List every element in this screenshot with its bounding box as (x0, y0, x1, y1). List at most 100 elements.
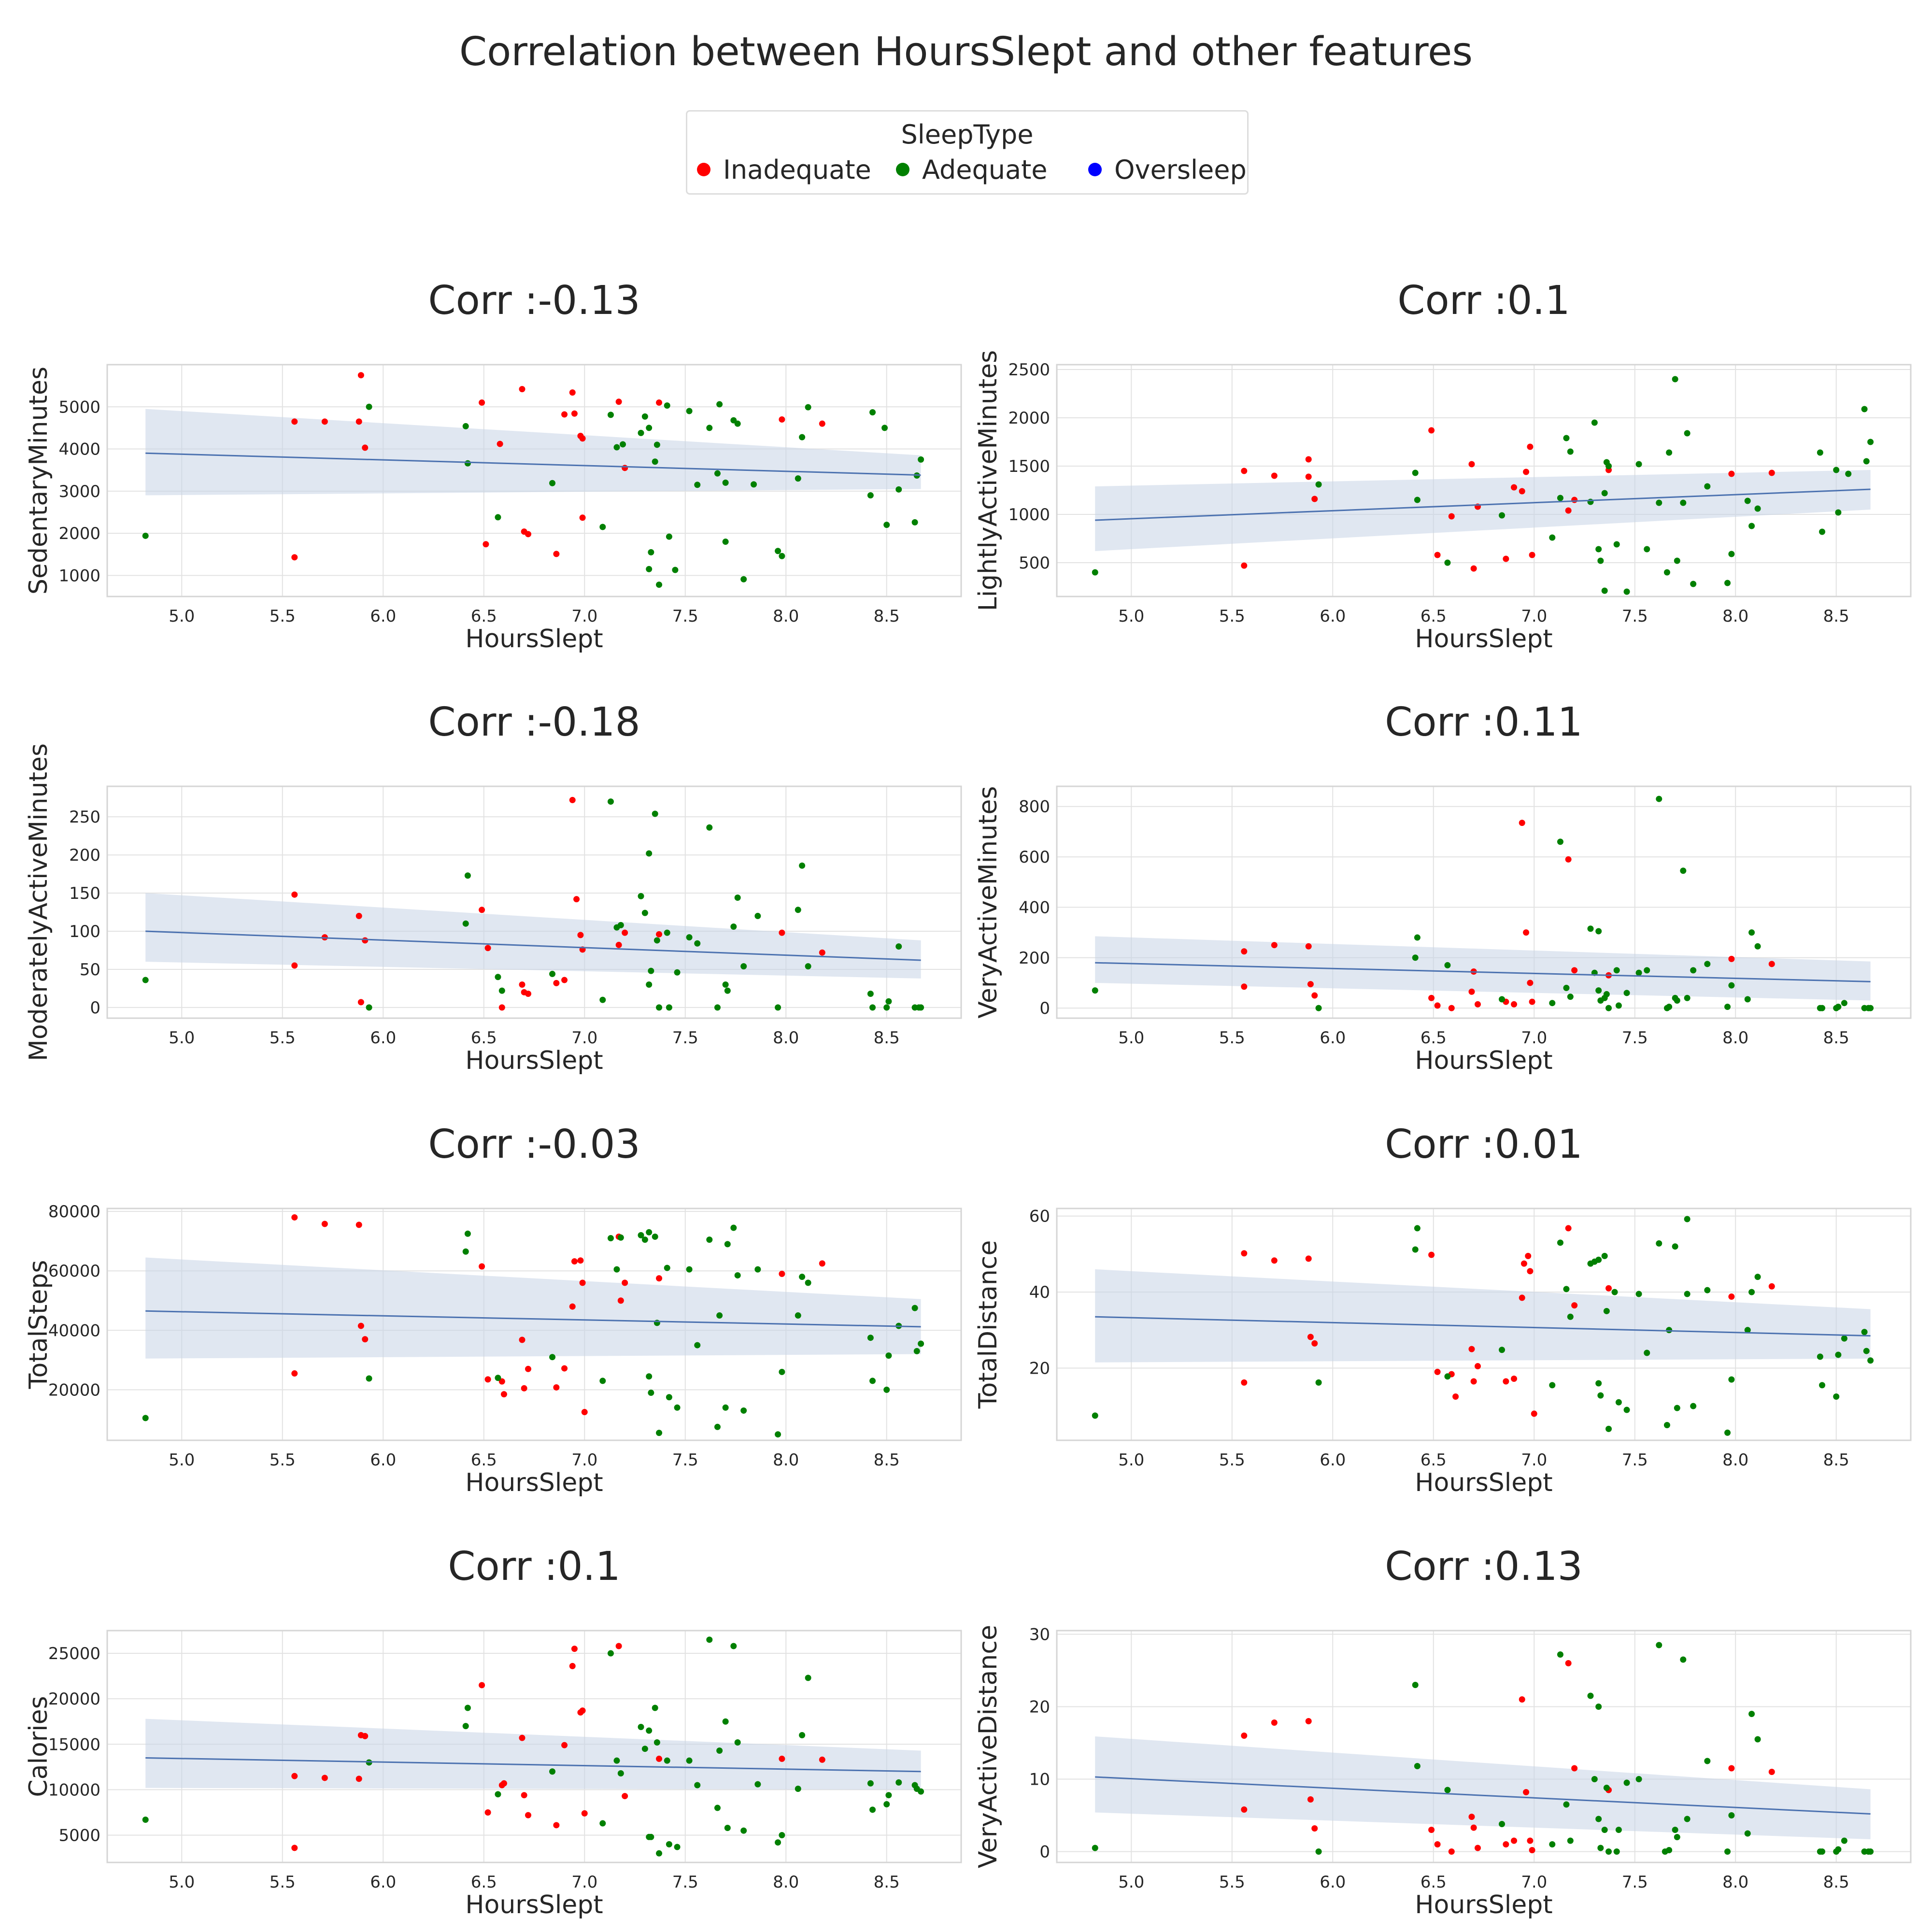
point-adequate (617, 922, 624, 928)
point-inadequate (362, 444, 369, 451)
point-inadequate (1241, 1806, 1248, 1813)
point-inadequate (321, 1221, 328, 1227)
point-inadequate (615, 941, 622, 948)
point-adequate (674, 969, 681, 976)
y-tick-label: 80000 (48, 1202, 100, 1222)
chart-3: 5.0 5.5 6.0 6.5 7.0 7.5 8.0 8.5 0 50 100 150 200 250 H… (24, 699, 962, 1075)
point-adequate (1444, 1373, 1451, 1380)
point-adequate (734, 420, 741, 427)
x-tick-label: 7.5 (672, 607, 698, 626)
point-inadequate (1305, 473, 1312, 480)
point-adequate (1597, 557, 1604, 564)
point-inadequate (291, 418, 298, 425)
y-tick-label: 5000 (58, 398, 100, 417)
point-adequate (724, 1824, 731, 1831)
point-inadequate (1470, 565, 1477, 572)
legend: SleepType Inadequate Adequate Oversleep (686, 110, 1249, 195)
point-inadequate (656, 931, 663, 938)
legend-item-adequate: Adequate (896, 155, 1047, 185)
y-tick-label: 1000 (1008, 505, 1050, 525)
x-tick-label: 8.5 (874, 1028, 900, 1048)
point-adequate (646, 850, 653, 857)
point-inadequate (1241, 562, 1248, 569)
point-adequate (549, 1768, 556, 1775)
point-inadequate (1527, 980, 1534, 986)
point-adequate (714, 1804, 721, 1811)
point-adequate (656, 582, 663, 588)
point-inadequate (1768, 1283, 1775, 1290)
x-tick-label: 5.0 (169, 1450, 195, 1470)
subplot-title: Corr :0.1 (1397, 278, 1570, 324)
point-adequate (462, 423, 469, 429)
point-adequate (1754, 1274, 1761, 1280)
point-adequate (779, 1832, 785, 1839)
point-inadequate (1523, 1789, 1530, 1795)
y-tick-label: 600 (1019, 848, 1050, 867)
point-inadequate (525, 990, 531, 997)
point-adequate (724, 987, 731, 994)
point-adequate (462, 920, 469, 927)
point-inadequate (819, 1756, 825, 1763)
y-tick-label: 25000 (48, 1644, 100, 1663)
point-adequate (366, 1004, 372, 1011)
point-inadequate (1523, 929, 1530, 936)
x-tick-label: 7.0 (571, 1873, 597, 1892)
point-inadequate (1434, 1841, 1441, 1847)
point-adequate (1444, 559, 1451, 566)
point-adequate (799, 1732, 806, 1738)
confidence-band (1095, 1736, 1871, 1839)
point-inadequate (569, 796, 576, 803)
point-inadequate (291, 962, 298, 969)
x-tick-label: 8.5 (1823, 607, 1849, 626)
point-adequate (672, 567, 679, 573)
x-tick-label: 6.5 (471, 1028, 497, 1048)
point-inadequate (321, 1775, 328, 1781)
point-inadequate (1520, 1260, 1527, 1267)
point-inadequate (579, 514, 586, 521)
point-inadequate (1470, 1824, 1477, 1831)
point-adequate (1567, 1837, 1574, 1844)
regression-line (1095, 1316, 1871, 1337)
point-adequate (1867, 1357, 1874, 1364)
point-adequate (1744, 1830, 1751, 1837)
point-adequate (722, 1718, 729, 1725)
point-adequate (607, 798, 614, 805)
point-inadequate (479, 399, 485, 406)
point-adequate (599, 1378, 606, 1384)
point-adequate (895, 1779, 902, 1786)
point-adequate (1092, 1412, 1098, 1419)
point-adequate (1867, 439, 1874, 445)
point-adequate (607, 1650, 614, 1657)
point-inadequate (291, 1214, 298, 1221)
point-inadequate (291, 1845, 298, 1851)
point-adequate (1591, 1776, 1598, 1782)
point-adequate (1444, 962, 1451, 968)
point-inadequate (1728, 470, 1735, 477)
point-inadequate (521, 1792, 527, 1799)
x-axis-label: HoursSlept (1415, 625, 1552, 653)
point-inadequate (1519, 488, 1525, 495)
point-inadequate (484, 945, 491, 952)
point-adequate (1549, 1841, 1556, 1847)
point-adequate (1684, 994, 1690, 1001)
point-adequate (1674, 1405, 1680, 1411)
point-adequate (1754, 943, 1761, 950)
point-adequate (1601, 1827, 1608, 1833)
point-inadequate (779, 929, 785, 936)
point-inadequate (1271, 472, 1278, 479)
x-axis-label: HoursSlept (465, 625, 603, 653)
point-adequate (795, 1312, 801, 1319)
x-tick-label: 5.5 (1219, 607, 1245, 626)
point-adequate (883, 522, 890, 528)
point-adequate (883, 1004, 890, 1011)
point-adequate (1092, 1845, 1098, 1851)
legend-item-oversleep: Oversleep (1088, 155, 1247, 185)
y-tick-label: 60000 (48, 1262, 100, 1281)
confidence-band (145, 1719, 921, 1790)
point-adequate (599, 524, 606, 530)
point-inadequate (1448, 1005, 1455, 1011)
point-inadequate (1468, 461, 1475, 468)
point-inadequate (553, 980, 560, 986)
point-adequate (734, 1739, 741, 1746)
point-adequate (1557, 495, 1563, 501)
